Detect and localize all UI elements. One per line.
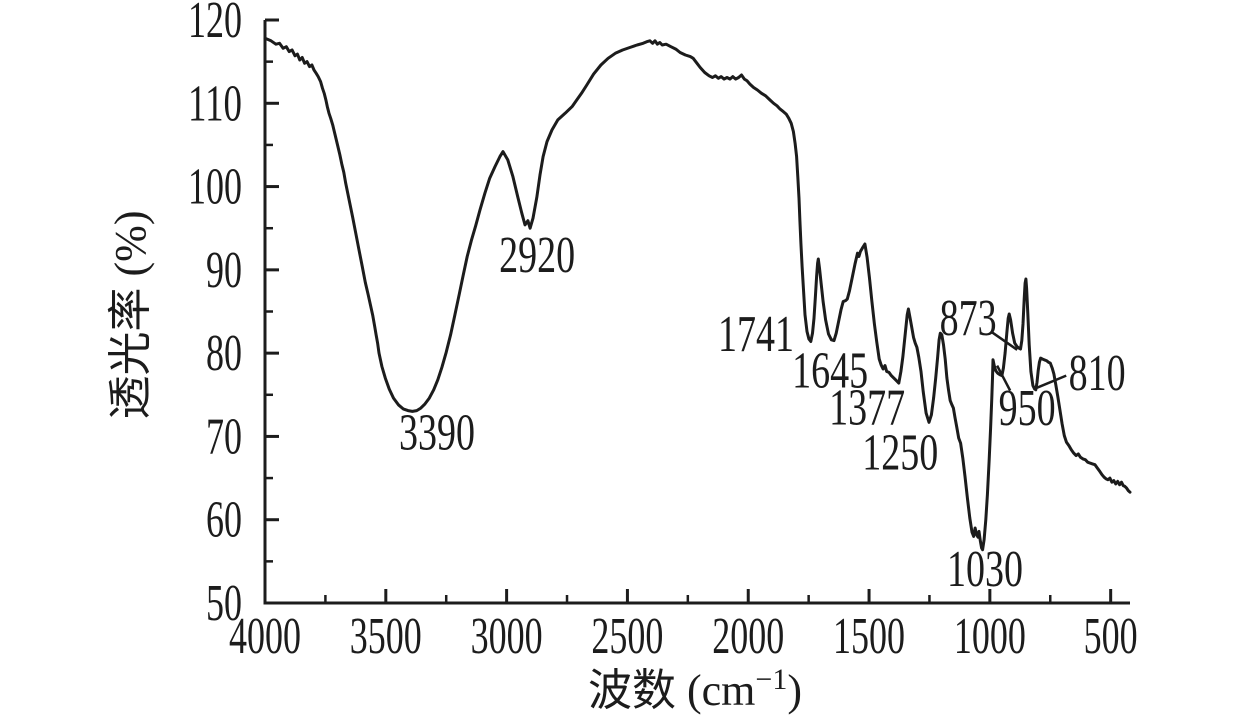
annotation-1741: 1741 xyxy=(718,306,794,363)
annotation-1645: 1645 xyxy=(792,343,868,400)
y-axis-title: 透光率 (%) xyxy=(106,211,155,420)
x-tick-label: 500 xyxy=(1084,608,1138,665)
annotation-950: 950 xyxy=(999,380,1056,437)
y-tick-label: 110 xyxy=(188,75,242,132)
x-axis xyxy=(263,589,1113,603)
annotation-873: 873 xyxy=(940,290,997,347)
annotation-3390: 3390 xyxy=(399,404,475,461)
y-tick-label: 50 xyxy=(206,575,242,632)
y-axis xyxy=(265,18,279,605)
annotation-810: 810 xyxy=(1069,345,1126,402)
annotation-leader-810 xyxy=(1033,374,1067,391)
x-tick-label: 2000 xyxy=(712,608,784,665)
axes-frame xyxy=(263,20,1130,605)
y-tick-label: 90 xyxy=(206,242,242,299)
x-tick-label: 3500 xyxy=(350,608,422,665)
annotation-leader-950 xyxy=(996,365,1012,392)
y-tick-label: 120 xyxy=(188,0,242,49)
annotation-1030: 1030 xyxy=(947,541,1023,598)
x-tick-label: 4000 xyxy=(229,608,301,665)
annotation-1250: 1250 xyxy=(862,424,938,481)
x-tick-label: 1500 xyxy=(833,608,905,665)
x-tick-label: 3000 xyxy=(471,608,543,665)
x-tick-label: 2500 xyxy=(591,608,663,665)
spectrum-curve xyxy=(263,36,1132,552)
y-tick-label: 80 xyxy=(206,325,242,382)
annotation-1377: 1377 xyxy=(829,379,905,436)
x-axis-title: 波数 (cm−1) xyxy=(588,663,802,715)
y-tick-label: 60 xyxy=(206,492,242,549)
annotation-2920: 2920 xyxy=(499,227,575,284)
x-tick-label: 1000 xyxy=(954,608,1026,665)
y-tick-label: 70 xyxy=(206,408,242,465)
y-tick-label: 100 xyxy=(188,159,242,216)
annotation-leader-873 xyxy=(991,331,1018,351)
